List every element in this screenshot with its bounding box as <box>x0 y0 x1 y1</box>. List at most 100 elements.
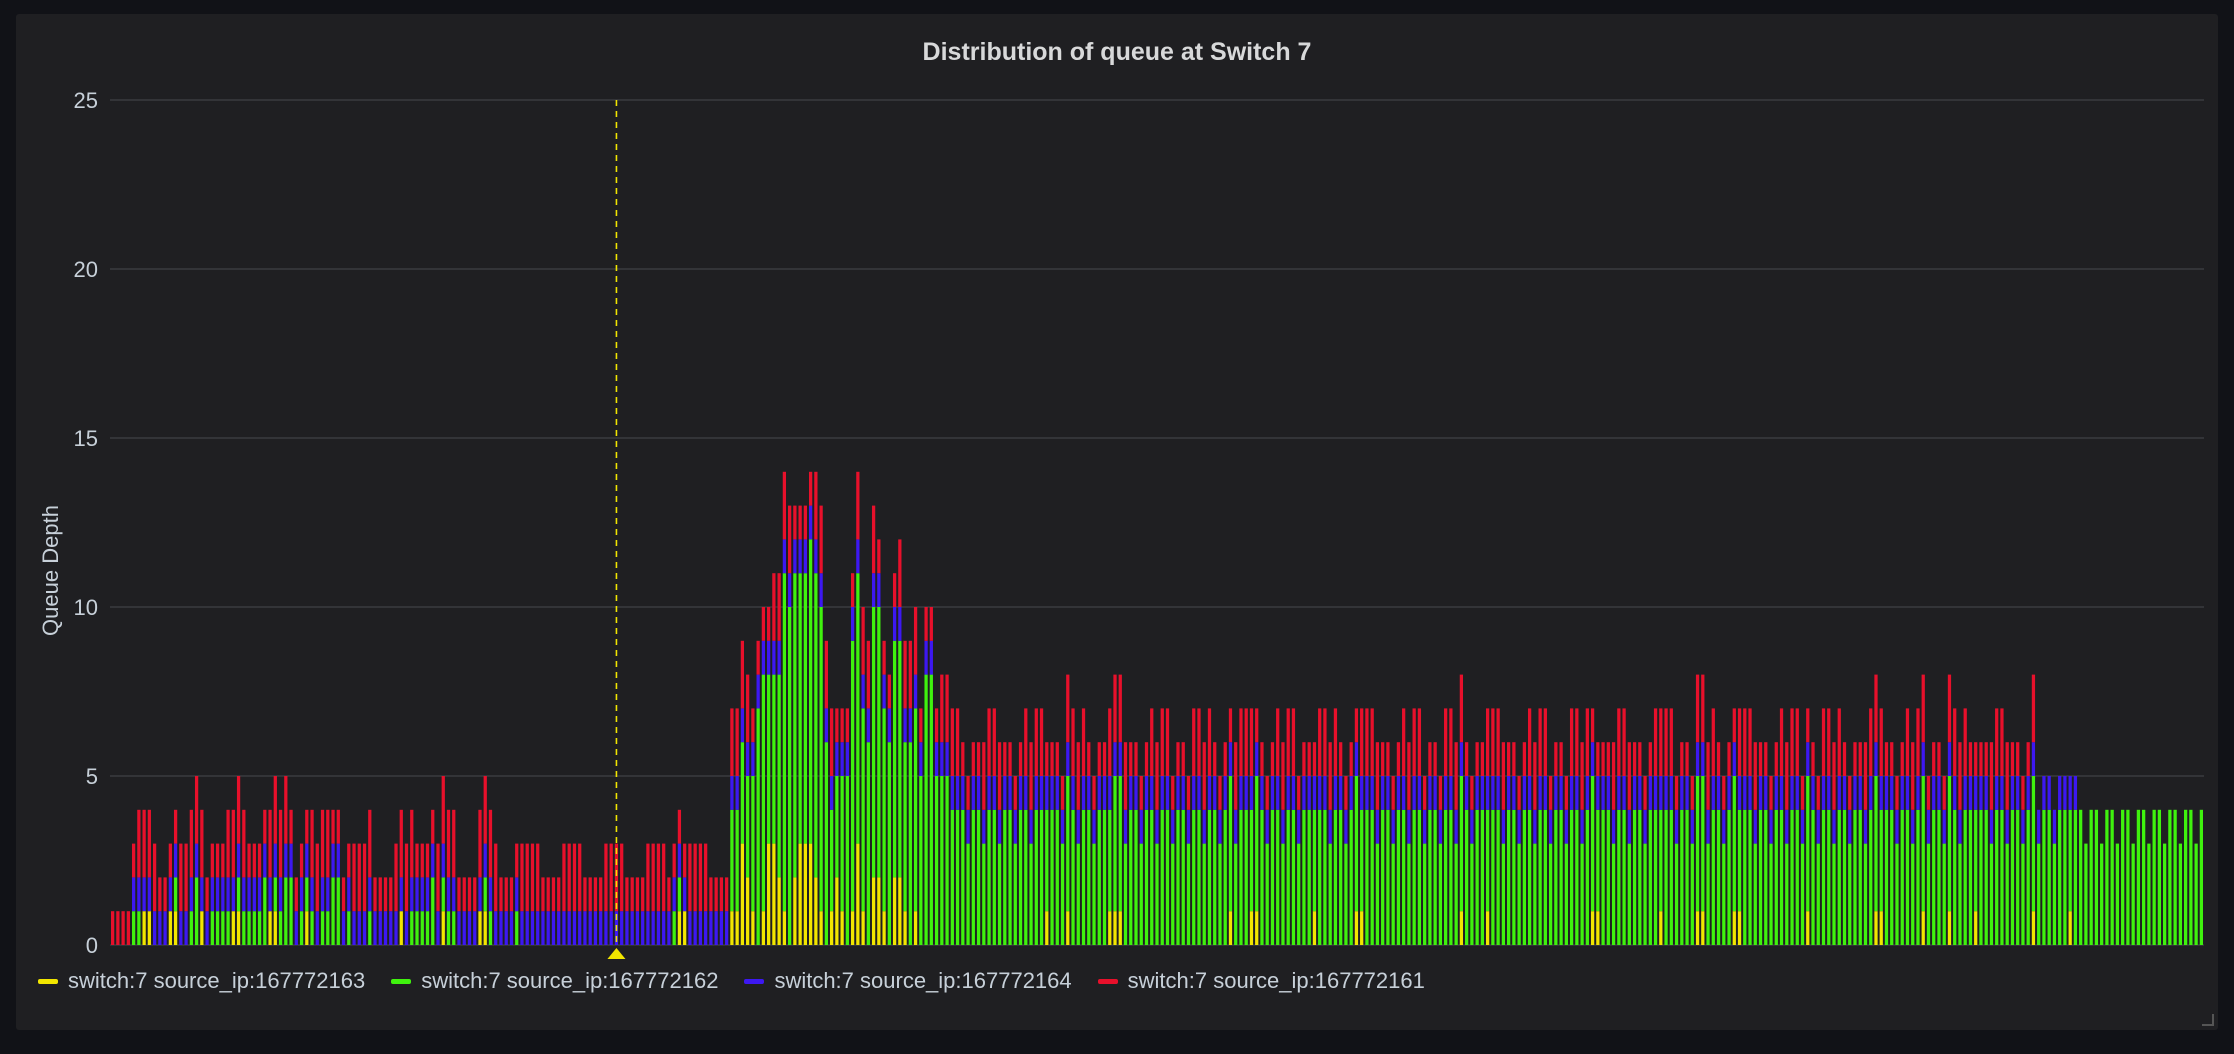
bar-segment[interactable] <box>1963 776 1967 810</box>
bar-segment[interactable] <box>1989 843 1994 945</box>
bar-segment[interactable] <box>1402 809 1406 945</box>
bar-segment[interactable] <box>420 843 424 878</box>
bar-segment[interactable] <box>924 640 928 675</box>
bar-segment[interactable] <box>2089 809 2093 945</box>
bar-segment[interactable] <box>1029 843 1033 945</box>
bar-segment[interactable] <box>1113 911 1117 945</box>
bar-segment[interactable] <box>620 843 624 912</box>
bar-segment[interactable] <box>1874 911 1878 945</box>
bar-segment[interactable] <box>1585 708 1589 776</box>
bar-segment[interactable] <box>877 607 881 878</box>
bar-segment[interactable] <box>677 843 682 878</box>
bar-segment[interactable] <box>1066 911 1070 945</box>
bar-segment[interactable] <box>462 911 466 945</box>
bar-segment[interactable] <box>604 911 608 945</box>
bar-segment[interactable] <box>2173 809 2177 945</box>
bar-segment[interactable] <box>1459 742 1464 776</box>
bar-segment[interactable] <box>189 911 193 945</box>
bar-segment[interactable] <box>284 843 288 878</box>
bar-segment[interactable] <box>1328 843 1332 945</box>
legend-item[interactable]: switch:7 source_ip:167772163 <box>38 968 365 994</box>
bar-segment[interactable] <box>756 708 760 945</box>
bar-segment[interactable] <box>431 877 435 945</box>
bar-segment[interactable] <box>1207 776 1212 810</box>
bar-segment[interactable] <box>1606 776 1610 810</box>
bar-segment[interactable] <box>210 877 214 912</box>
bar-segment[interactable] <box>1307 776 1311 810</box>
bar-segment[interactable] <box>294 877 298 912</box>
bar-segment[interactable] <box>1590 776 1595 912</box>
bar-segment[interactable] <box>1958 843 1962 945</box>
bar-segment[interactable] <box>1150 809 1154 945</box>
bar-segment[interactable] <box>1669 809 1673 945</box>
bar-segment[interactable] <box>1197 776 1201 810</box>
bar-segment[interactable] <box>1806 742 1810 776</box>
bar-segment[interactable] <box>457 911 461 945</box>
bar-segment[interactable] <box>976 809 981 945</box>
bar-segment[interactable] <box>1622 708 1626 776</box>
bar-segment[interactable] <box>394 911 398 945</box>
bar-segment[interactable] <box>2094 809 2099 945</box>
bar-segment[interactable] <box>326 877 330 912</box>
bar-segment[interactable] <box>1039 776 1044 810</box>
bar-segment[interactable] <box>777 573 781 641</box>
bar-segment[interactable] <box>798 573 802 844</box>
bar-segment[interactable] <box>1821 809 1826 945</box>
bar-segment[interactable] <box>929 607 933 641</box>
bar-segment[interactable] <box>746 776 750 878</box>
bar-segment[interactable] <box>2000 776 2004 810</box>
bar-segment[interactable] <box>242 911 246 945</box>
bar-segment[interactable] <box>882 708 886 912</box>
bar-segment[interactable] <box>1769 843 1773 945</box>
bar-segment[interactable] <box>273 911 277 945</box>
bar-segment[interactable] <box>1958 809 1962 844</box>
bar-segment[interactable] <box>231 877 235 912</box>
bar-segment[interactable] <box>1255 742 1259 776</box>
bar-segment[interactable] <box>1417 776 1422 810</box>
bar-segment[interactable] <box>793 539 797 574</box>
bar-segment[interactable] <box>1029 809 1033 844</box>
bar-segment[interactable] <box>452 877 456 912</box>
bar-segment[interactable] <box>1837 809 1841 945</box>
bar-segment[interactable] <box>892 640 897 878</box>
bar-segment[interactable] <box>861 911 865 945</box>
bar-segment[interactable] <box>1333 708 1338 776</box>
bar-segment[interactable] <box>1979 776 1983 810</box>
bar-segment[interactable] <box>116 911 120 945</box>
bar-segment[interactable] <box>1632 742 1637 776</box>
bar-segment[interactable] <box>1365 809 1369 945</box>
bar-segment[interactable] <box>1711 809 1715 945</box>
bar-segment[interactable] <box>1680 776 1684 810</box>
bar-segment[interactable] <box>1507 809 1511 945</box>
bar-segment[interactable] <box>1444 708 1448 776</box>
bar-segment[interactable] <box>410 877 414 912</box>
bar-segment[interactable] <box>2131 843 2135 945</box>
bar-segment[interactable] <box>1486 776 1490 810</box>
bar-segment[interactable] <box>467 911 472 945</box>
bar-segment[interactable] <box>1559 809 1563 945</box>
bar-segment[interactable] <box>509 911 514 945</box>
bar-segment[interactable] <box>1402 708 1406 776</box>
bar-segment[interactable] <box>704 911 708 945</box>
bar-segment[interactable] <box>515 911 519 945</box>
bar-segment[interactable] <box>1354 911 1359 945</box>
bar-segment[interactable] <box>1590 742 1595 776</box>
bar-segment[interactable] <box>1517 843 1521 945</box>
bar-segment[interactable] <box>1171 776 1175 810</box>
bar-segment[interactable] <box>1811 776 1815 810</box>
bar-segment[interactable] <box>247 843 251 878</box>
bar-segment[interactable] <box>578 911 582 945</box>
bar-segment[interactable] <box>1055 742 1059 776</box>
bar-segment[interactable] <box>1312 776 1317 810</box>
bar-segment[interactable] <box>1370 809 1374 945</box>
bar-segment[interactable] <box>1318 776 1322 810</box>
bar-segment[interactable] <box>1459 776 1464 912</box>
bar-segment[interactable] <box>1995 776 1999 810</box>
bar-segment[interactable] <box>588 877 592 912</box>
bar-segment[interactable] <box>1517 776 1521 810</box>
bar-segment[interactable] <box>1674 843 1679 945</box>
bar-segment[interactable] <box>2037 809 2041 844</box>
bar-segment[interactable] <box>1171 809 1175 844</box>
bar-segment[interactable] <box>420 877 424 912</box>
bar-segment[interactable] <box>1071 776 1075 810</box>
